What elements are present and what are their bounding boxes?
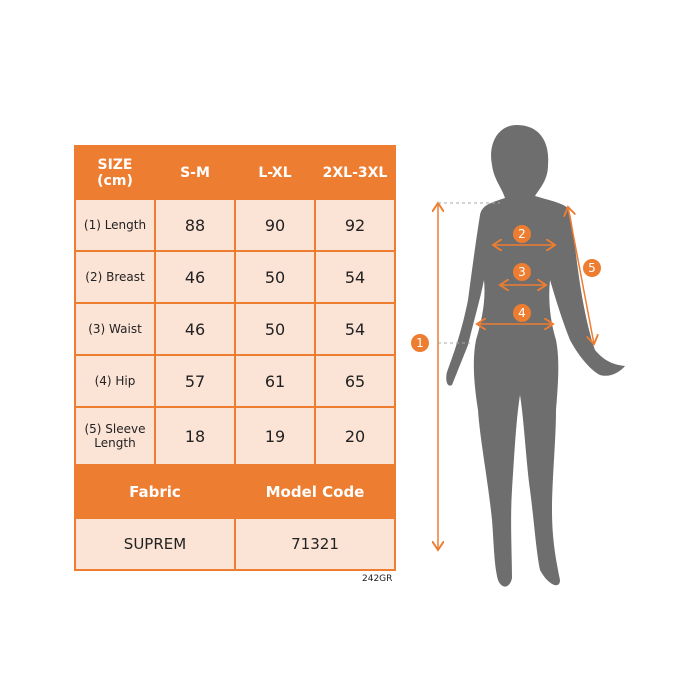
- cell: 54: [314, 302, 396, 356]
- marker-4-label: 4: [518, 306, 526, 320]
- cell: 90: [234, 198, 316, 252]
- cell: 61: [234, 354, 316, 408]
- woman-silhouette: [446, 125, 625, 587]
- marker-circles: [411, 225, 601, 352]
- model-code-value: 71321: [234, 517, 396, 571]
- row-label: (2) Breast: [74, 250, 156, 304]
- sleeve-arrow: [568, 207, 594, 344]
- fabric-label: Fabric: [74, 464, 236, 519]
- marker-5-label: 5: [588, 261, 596, 275]
- fabric-value: SUPREM: [74, 517, 236, 571]
- cell: 18: [154, 406, 236, 466]
- row-label: (5) Sleeve Length: [74, 406, 156, 466]
- marker-2-label: 2: [518, 227, 526, 241]
- size-header: SIZE (cm): [74, 145, 156, 200]
- size-chart-table: SIZE (cm) S-M L-XL 2XL-3XL (1) Length 88 90…: [74, 145, 396, 571]
- model-code-label: Model Code: [234, 464, 396, 519]
- cell: 46: [154, 250, 236, 304]
- table-row: (5) Sleeve Length 18 19 20: [74, 406, 396, 466]
- table-row: (1) Length 88 90 92: [74, 198, 396, 252]
- cell: 19: [234, 406, 316, 466]
- size-header-line2: (cm): [97, 172, 133, 189]
- row-label: (4) Hip: [74, 354, 156, 408]
- cell: 50: [234, 302, 316, 356]
- cell: 54: [314, 250, 396, 304]
- cell: 46: [154, 302, 236, 356]
- table-row: (4) Hip 57 61 65: [74, 354, 396, 408]
- fabric-row: SUPREM 71321: [74, 517, 396, 571]
- fabric-header-row: Fabric Model Code: [74, 464, 396, 519]
- cell: 50: [234, 250, 316, 304]
- cell: 65: [314, 354, 396, 408]
- size-header-line1: SIZE: [97, 156, 133, 173]
- cell: 88: [154, 198, 236, 252]
- cell: 20: [314, 406, 396, 466]
- table-row: (2) Breast 46 50 54: [74, 250, 396, 304]
- row-label: (1) Length: [74, 198, 156, 252]
- col-header: 2XL-3XL: [314, 145, 396, 200]
- product-code: 242GR: [362, 574, 393, 584]
- marker-4: [513, 304, 531, 322]
- col-header: S-M: [154, 145, 236, 200]
- table-row: (3) Waist 46 50 54: [74, 302, 396, 356]
- marker-1-label: 1: [416, 336, 424, 350]
- marker-1: [411, 334, 429, 352]
- marker-5: [583, 259, 601, 277]
- marker-3: [513, 263, 531, 281]
- marker-3-label: 3: [518, 265, 526, 279]
- header-row: SIZE (cm) S-M L-XL 2XL-3XL: [74, 145, 396, 200]
- marker-2: [513, 225, 531, 243]
- cell: 57: [154, 354, 236, 408]
- col-header: L-XL: [234, 145, 316, 200]
- cell: 92: [314, 198, 396, 252]
- row-label: (3) Waist: [74, 302, 156, 356]
